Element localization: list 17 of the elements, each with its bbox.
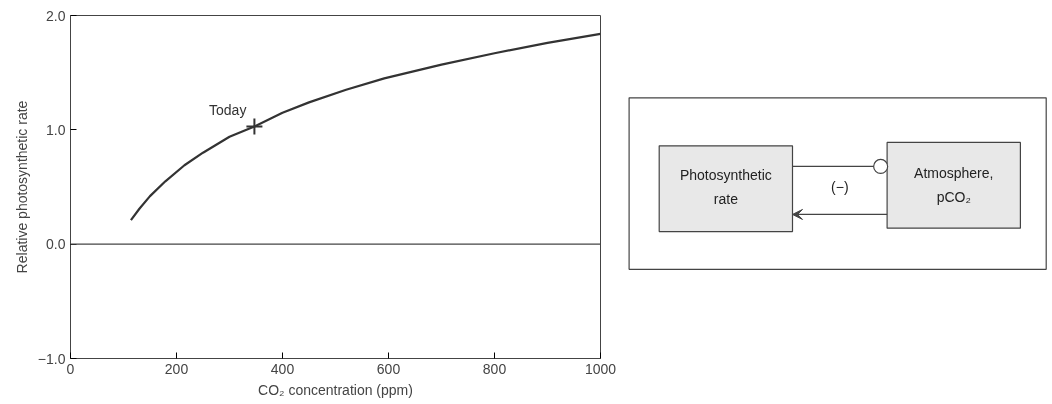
- x-tick-label: 400: [270, 360, 295, 377]
- y-axis-title: Relative photosynthetic rate: [13, 100, 30, 274]
- x-tick-label: 0: [66, 360, 75, 377]
- line-series: [129, 32, 601, 222]
- text: (−): [831, 179, 849, 195]
- y-tick-label: 1.0: [46, 121, 66, 138]
- x-axis-title: CO₂ concentration (ppm): [258, 381, 413, 398]
- y-tick-label: −1.0: [37, 350, 66, 367]
- x-tick-label: 800: [482, 360, 507, 377]
- x-tick-label: 600: [376, 360, 401, 377]
- x-tick-label: 1000: [584, 360, 617, 377]
- y-tick-label: 2.0: [46, 7, 66, 24]
- x-tick-label: 200: [164, 360, 189, 377]
- annotation: Today: [209, 102, 247, 119]
- text: Photosynthetic rate: [679, 166, 772, 208]
- text: Atmosphere, pCO₂: [914, 165, 994, 206]
- y-tick-label: 0.0: [46, 236, 66, 253]
